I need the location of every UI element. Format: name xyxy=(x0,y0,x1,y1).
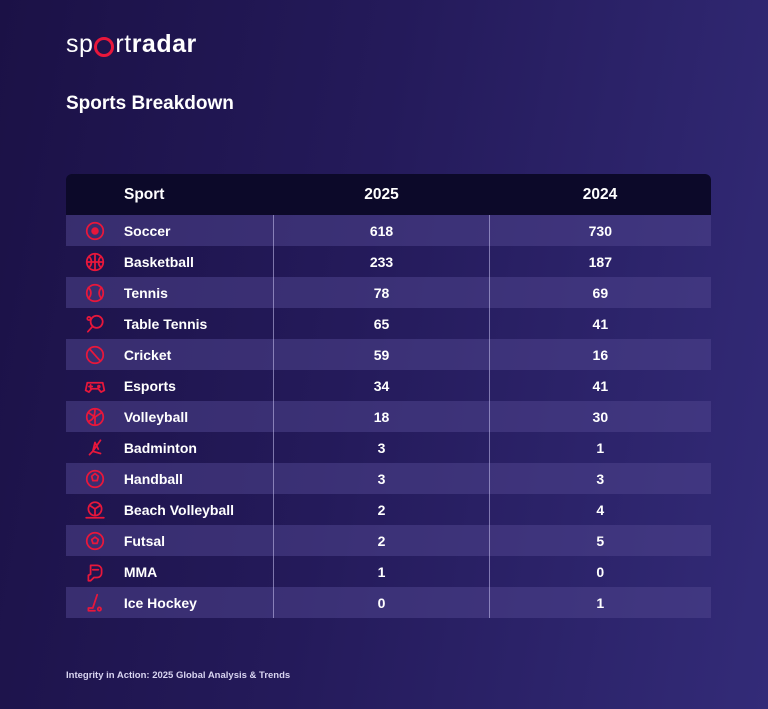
sport-name: Basketball xyxy=(123,253,194,270)
value-2024: 1 xyxy=(596,594,605,611)
sport-name: Badminton xyxy=(123,439,197,456)
sports-breakdown-table: Sport 2025 2024 Soccer 618 730 Basketball 23… xyxy=(66,174,711,618)
tennis-ball-icon xyxy=(66,282,124,304)
value-2024: 69 xyxy=(592,284,609,301)
sport-name: Ice Hockey xyxy=(123,594,197,611)
value-2024: 41 xyxy=(592,315,609,332)
sport-name: Handball xyxy=(123,470,183,487)
ice-hockey-stick-icon xyxy=(66,592,124,614)
header-2025: 2025 xyxy=(364,185,399,203)
table-row: Handball 3 3 xyxy=(66,463,711,494)
value-2025: 18 xyxy=(273,401,490,432)
value-2025: 34 xyxy=(273,370,490,401)
sport-name: Esports xyxy=(123,377,176,394)
table-row: Basketball 233 187 xyxy=(66,246,711,277)
logo-text-left: sp xyxy=(66,30,94,58)
sport-name: Cricket xyxy=(123,346,172,363)
volleyball-icon xyxy=(66,406,124,428)
sport-name: Tennis xyxy=(123,284,168,301)
table-header: Sport 2025 2024 xyxy=(66,174,711,215)
value-2024: 41 xyxy=(592,377,609,394)
value-2024: 4 xyxy=(596,501,605,518)
futsal-ball-icon xyxy=(66,530,124,552)
sport-name: Futsal xyxy=(123,532,166,549)
table-body: Soccer 618 730 Basketball 233 187 Tennis 78 69 Ta… xyxy=(66,215,711,618)
mma-glove-icon xyxy=(66,561,124,583)
header-sport: Sport xyxy=(124,185,165,203)
sport-name: Soccer xyxy=(123,222,171,239)
sport-name: Beach Volleyball xyxy=(123,501,235,518)
value-2025: 233 xyxy=(273,246,490,277)
basketball-icon xyxy=(66,251,124,273)
table-row: Volleyball 18 30 xyxy=(66,401,711,432)
cricket-ball-icon xyxy=(66,344,124,366)
value-2025: 2 xyxy=(273,494,490,525)
value-2024: 30 xyxy=(592,408,609,425)
value-2024: 730 xyxy=(588,222,612,239)
value-2025: 78 xyxy=(273,277,490,308)
sportradar-logo: sp rt radar xyxy=(66,30,197,59)
sport-name: Volleyball xyxy=(123,408,189,425)
value-2024: 3 xyxy=(596,470,605,487)
sport-name: MMA xyxy=(123,563,158,580)
soccer-ball-icon xyxy=(66,220,124,242)
beach-volleyball-icon xyxy=(66,499,124,521)
value-2024: 1 xyxy=(596,439,605,456)
value-2025: 65 xyxy=(273,308,490,339)
value-2025: 3 xyxy=(273,463,490,494)
value-2024: 187 xyxy=(588,253,612,270)
sport-name: Table Tennis xyxy=(123,315,208,332)
table-row: Badminton 3 1 xyxy=(66,432,711,463)
table-row: Beach Volleyball 2 4 xyxy=(66,494,711,525)
handball-icon xyxy=(66,468,124,490)
table-tennis-paddle-icon xyxy=(66,313,124,335)
table-row: Futsal 2 5 xyxy=(66,525,711,556)
table-row: MMA 1 0 xyxy=(66,556,711,587)
table-row: Soccer 618 730 xyxy=(66,215,711,246)
shuttlecock-icon xyxy=(66,437,124,459)
value-2024: 5 xyxy=(596,532,605,549)
value-2025: 2 xyxy=(273,525,490,556)
footer-caption: Integrity in Action: 2025 Global Analysi… xyxy=(66,670,291,681)
logo-text-right: radar xyxy=(131,30,197,58)
table-row: Ice Hockey 0 1 xyxy=(66,587,711,618)
value-2025: 0 xyxy=(273,587,490,618)
value-2024: 0 xyxy=(596,563,605,580)
game-controller-icon xyxy=(66,375,124,397)
value-2024: 16 xyxy=(592,346,609,363)
logo-ring-icon xyxy=(94,36,115,57)
value-2025: 1 xyxy=(273,556,490,587)
table-row: Table Tennis 65 41 xyxy=(66,308,711,339)
value-2025: 618 xyxy=(273,215,490,246)
value-2025: 3 xyxy=(273,432,490,463)
table-row: Esports 34 41 xyxy=(66,370,711,401)
logo-text-mid: rt xyxy=(115,30,132,58)
value-2025: 59 xyxy=(273,339,490,370)
table-row: Tennis 78 69 xyxy=(66,277,711,308)
page-title: Sports Breakdown xyxy=(66,93,234,114)
table-row: Cricket 59 16 xyxy=(66,339,711,370)
header-2024: 2024 xyxy=(582,185,618,203)
